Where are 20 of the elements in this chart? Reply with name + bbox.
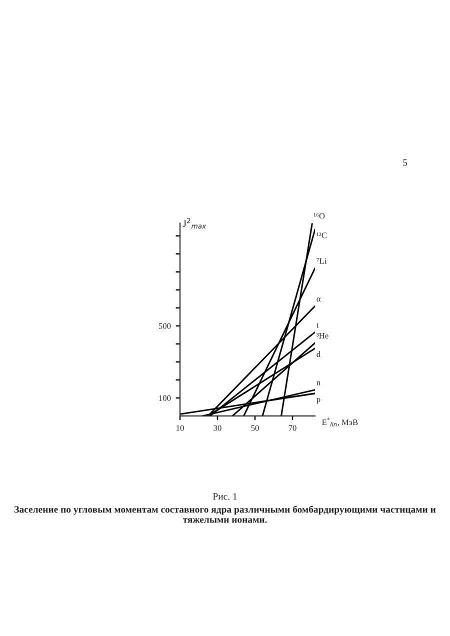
text: Рис. 1	[212, 493, 237, 500]
series-label: p	[316, 398, 320, 404]
series-label: ⁷Li	[316, 258, 327, 264]
x-tick-label: 50	[251, 425, 259, 431]
x-tick-label: 70	[288, 425, 296, 431]
y-axis-title: J$^{2}$$_{max}$	[182, 218, 206, 229]
text: Заселение по угловым моментам составного ядра различными бомбардирующими частицами и тяжелыми ионами.	[14, 506, 436, 523]
y-tick-label: 100	[159, 395, 171, 401]
x-tick-label: 10	[176, 425, 184, 431]
x-axis-title: E$^{*}$$_{lin}$, МэВ	[322, 418, 358, 426]
text: 5	[403, 159, 408, 166]
series-label: d	[316, 351, 320, 358]
series-label: t	[316, 322, 319, 328]
series-label: ¹⁶O	[314, 213, 325, 219]
series-label: ³He	[316, 332, 328, 339]
y-tick-label: 500	[158, 323, 171, 329]
x-tick-label: 30	[214, 425, 222, 431]
series-label: ¹²C	[316, 232, 326, 238]
series-label: n	[316, 381, 320, 386]
series-label: α	[316, 298, 321, 302]
